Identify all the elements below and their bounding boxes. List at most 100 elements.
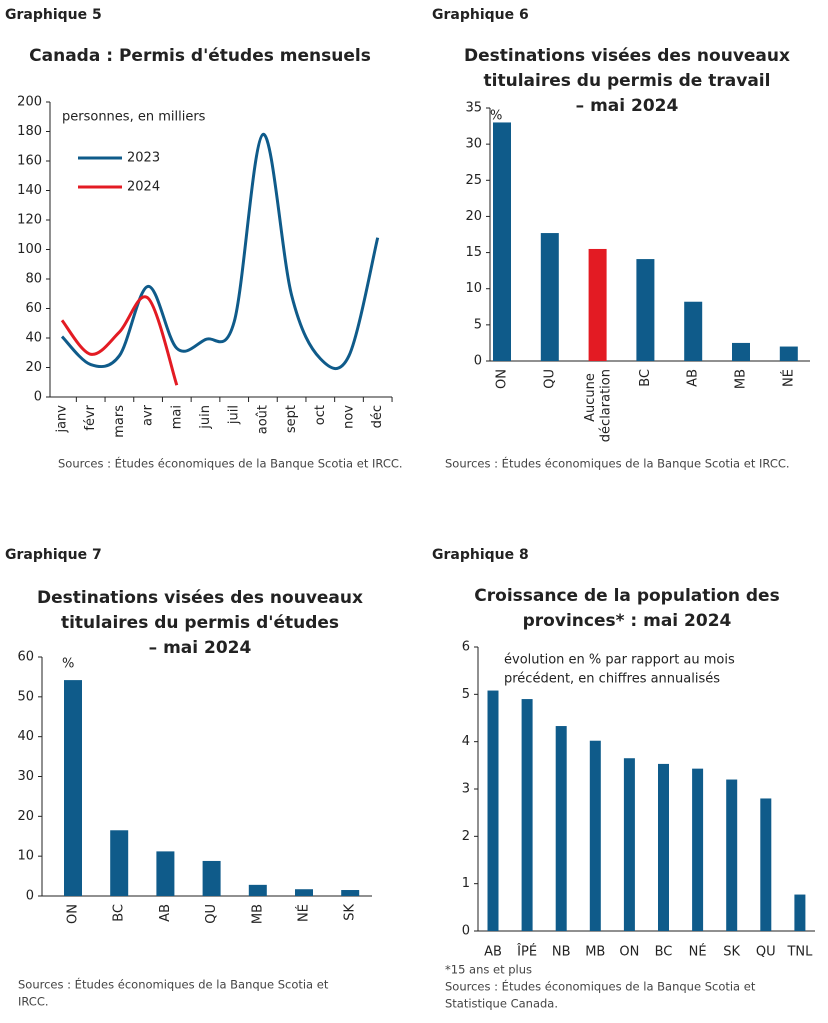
- annotation: personnes, en milliers: [62, 110, 206, 125]
- source: IRCC.: [18, 995, 49, 1009]
- bar: [295, 889, 313, 896]
- x-tick-label: NÉ: [689, 944, 707, 960]
- y-tick-label: 2: [462, 829, 470, 844]
- x-tick-label: avr: [141, 404, 156, 426]
- x-tick-label: ON: [66, 904, 81, 924]
- x-tick-label: AB: [158, 904, 173, 922]
- x-tick-label: ON: [495, 369, 510, 389]
- x-tick-label: BC: [655, 945, 673, 960]
- y-tick-label: 0: [474, 354, 482, 369]
- x-tick-label: QU: [542, 369, 557, 389]
- bar: [202, 860, 221, 896]
- legend-label: 2023: [127, 151, 160, 166]
- y-tick-label: 140: [17, 183, 42, 198]
- x-tick-label: BC: [112, 904, 127, 922]
- x-tick-label: QU: [204, 904, 219, 924]
- bar: [732, 342, 750, 361]
- x-tick-label: NÉ: [780, 369, 796, 387]
- chart-title: Canada : Permis d'études mensuels: [29, 46, 371, 66]
- y-tick-label: 35: [465, 101, 482, 116]
- x-tick-label: MB: [734, 369, 749, 389]
- y-tick-label: 120: [17, 213, 42, 228]
- y-tick-label: 25: [465, 173, 482, 188]
- bar: [487, 690, 499, 931]
- y-tick-label: 5: [474, 317, 482, 332]
- bar: [540, 233, 559, 361]
- y-tick-label: 160: [17, 154, 42, 169]
- line-series: [60, 295, 179, 386]
- x-tick-label: AB: [484, 945, 502, 960]
- bar: [64, 680, 82, 896]
- chart-title: – mai 2024: [576, 96, 679, 116]
- footnote: *15 ans et plus: [445, 963, 532, 977]
- bar: [589, 740, 601, 931]
- bar: [623, 758, 635, 931]
- x-tick-label: NB: [552, 945, 571, 960]
- y-tick-label: 0: [26, 889, 34, 904]
- x-tick-label: Aucune déclaration: [582, 369, 613, 442]
- y-tick-label: 0: [34, 390, 42, 405]
- chart-label: Graphique 7: [5, 547, 102, 563]
- y-tick-label: 5: [462, 687, 470, 702]
- bar: [760, 798, 772, 931]
- x-tick-label: févr: [83, 404, 98, 430]
- source: Sources : Études économiques de la Banqu…: [18, 977, 329, 992]
- x-tick-label: AB: [686, 369, 701, 387]
- x-tick-label: oct: [313, 405, 328, 425]
- y-tick-label: 3: [462, 782, 470, 797]
- chart-title: Croissance de la population des: [474, 586, 779, 606]
- y-tick-label: 60: [17, 650, 34, 665]
- source: Statistique Canada.: [445, 997, 558, 1011]
- x-tick-label: janv: [55, 405, 70, 434]
- y-tick-label: 1: [462, 876, 470, 891]
- x-tick-label: MB: [585, 945, 605, 960]
- x-tick-label: sept: [284, 405, 299, 433]
- bar: [636, 259, 655, 361]
- y-tick-label: 30: [465, 137, 482, 152]
- chart-title: – mai 2024: [149, 638, 252, 658]
- x-tick-label: mai: [169, 405, 184, 429]
- y-tick-label: 40: [25, 331, 42, 346]
- bar: [110, 830, 129, 896]
- y-tick-label: 15: [465, 245, 482, 260]
- x-tick-label: juil: [227, 405, 242, 425]
- bar: [779, 346, 798, 361]
- bar: [658, 763, 669, 931]
- y-tick-label: 20: [25, 360, 42, 375]
- chart-title: provinces* : mai 2024: [523, 611, 732, 631]
- x-tick-label: ÎPÉ: [516, 944, 537, 960]
- y-tick-label: 80: [25, 272, 42, 287]
- x-tick-label: juin: [198, 405, 213, 430]
- chart-title: Destinations visées des nouveaux: [37, 588, 363, 608]
- y-tick-label: 60: [25, 301, 42, 316]
- x-tick-label: mars: [112, 405, 127, 438]
- x-tick-label: NÉ: [296, 904, 312, 922]
- y-tick-label: 6: [462, 640, 470, 655]
- bar: [684, 301, 703, 361]
- bar: [493, 122, 511, 361]
- bar: [588, 248, 607, 361]
- x-tick-label: ON: [619, 945, 639, 960]
- chart-label: Graphique 6: [432, 7, 529, 23]
- annotation: %: [490, 109, 502, 124]
- y-tick-label: 50: [17, 689, 34, 704]
- y-tick-label: 4: [462, 734, 470, 749]
- y-tick-label: 20: [17, 809, 34, 824]
- source: Sources : Études économiques de la Banqu…: [58, 456, 403, 471]
- bar: [692, 768, 704, 931]
- annotation: %: [62, 657, 74, 672]
- x-tick-label: déc: [370, 405, 385, 428]
- bar: [156, 851, 175, 896]
- x-tick-label: SK: [343, 904, 358, 921]
- chart-label: Graphique 5: [5, 7, 102, 23]
- y-tick-label: 10: [465, 281, 482, 296]
- bar: [521, 699, 533, 931]
- y-tick-label: 20: [465, 209, 482, 224]
- chart-title: Destinations visées des nouveaux: [464, 46, 790, 66]
- x-tick-label: MB: [250, 904, 265, 924]
- y-tick-label: 40: [17, 729, 34, 744]
- source: Sources : Études économiques de la Banqu…: [445, 979, 756, 994]
- legend-label: 2024: [127, 180, 160, 195]
- annotation: évolution en % par rapport au mois: [504, 653, 735, 668]
